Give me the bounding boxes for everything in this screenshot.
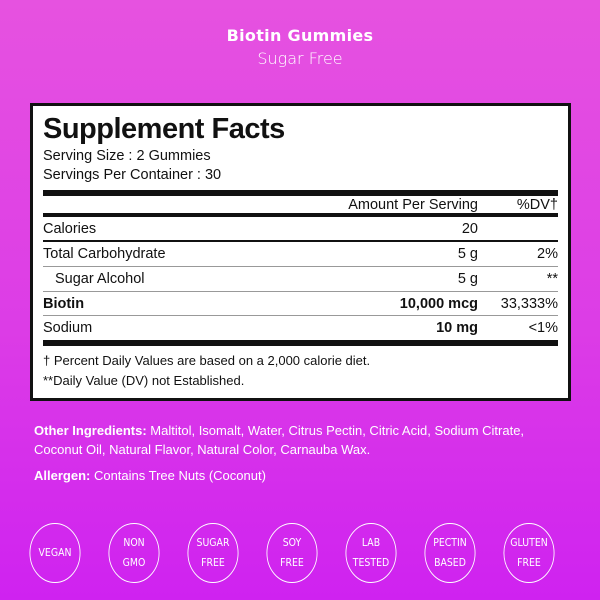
ingredients-text: Maltitol, Isomalt, Water, Citrus Pectin,… [34,423,525,457]
serving-size: Serving Size : 2 Gummies [43,148,211,164]
nutrient-name: Total Carbohydrate [43,246,166,262]
footnotes: † Percent Daily Values are based on a 2,… [43,351,558,391]
nutrient-amount: 5 g [457,246,478,262]
allergen-label: Allergen: [34,468,91,483]
supplement-facts-panel: Supplement Facts Serving Size : 2 Gummie… [30,103,571,401]
nutrient-name: Sodium [43,320,93,336]
divider-thick [43,190,558,196]
badge-sugar-free: SUGAR FREE [187,523,239,583]
badge-soy-free: SOY FREE [266,523,318,583]
nutrient-amount: 10,000 mcg [399,295,478,312]
other-ingredients: Other Ingredients: Maltitol, Isomalt, Wa… [34,421,564,459]
table-row: Sugar Alcohol 5 g ** [43,267,558,292]
nutrient-amount: 5 g [457,271,478,287]
footnote-dv: † Percent Daily Values are based on a 2,… [43,353,371,368]
badge-vegan: VEGAN [29,523,81,583]
table-row: Biotin 10,000 mcg 33,333% [43,292,558,316]
badges: VEGAN NON GMO SUGAR FREE SOY FREE LAB TE… [25,523,559,583]
product-title: Biotin Gummies [226,26,374,45]
table-row: Total Carbohydrate 5 g 2% [43,242,558,267]
nutrient-dv: 2% [537,246,558,262]
badge-gluten-free: GLUTEN FREE [503,523,555,583]
nutrient-dv: <1% [528,320,558,336]
divider-thick [43,340,558,346]
nutrient-dv: 33,333% [500,295,558,312]
table-header: Amount Per Serving %DV† [43,196,558,217]
panel-title: Supplement Facts [43,113,285,145]
col-amount: Amount Per Serving [348,196,478,213]
table-row: Calories 20 [43,217,558,242]
nutrient-name: Biotin [43,295,85,312]
table-row: Sodium 10 mg <1% [43,316,558,340]
ingredients-label: Other Ingredients: [34,423,147,438]
header: Biotin Gummies Sugar Free [0,26,600,68]
nutrient-name: Calories [43,220,97,237]
badge-lab-tested: LAB TESTED [345,523,397,583]
product-subtitle: Sugar Free [257,49,343,68]
servings-per-container: Servings Per Container : 30 [43,167,222,183]
badge-pectin-based: PECTIN BASED [424,523,476,583]
nutrient-dv: ** [546,271,558,287]
footnote-not-established: **Daily Value (DV) not Established. [43,373,245,388]
badge-non-gmo: NON GMO [108,523,160,583]
col-dv: %DV† [516,196,558,213]
nutrient-amount: 10 mg [436,320,478,336]
nutrient-amount: 20 [461,220,478,237]
allergen-text: Contains Tree Nuts (Coconut) [90,468,266,483]
allergen: Allergen: Contains Tree Nuts (Coconut) [34,468,266,483]
nutrient-name: Sugar Alcohol [55,271,145,287]
